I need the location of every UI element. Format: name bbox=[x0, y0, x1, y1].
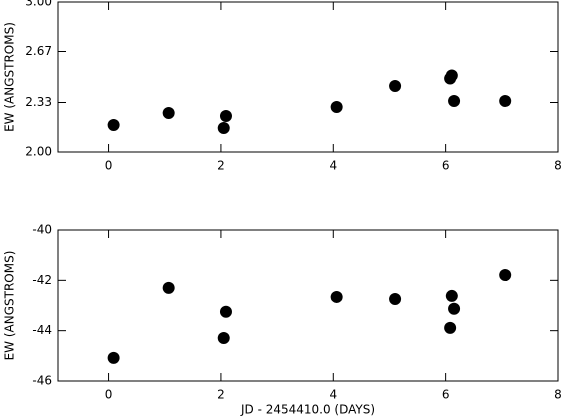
x-tick-label: 0 bbox=[105, 159, 113, 173]
point bbox=[445, 69, 458, 82]
x-tick-label: 8 bbox=[554, 388, 561, 402]
y-axis-label: EW (ANGSTROMS) bbox=[3, 251, 17, 361]
point bbox=[217, 122, 230, 134]
plot-frame bbox=[57, 1, 559, 153]
point bbox=[330, 290, 343, 303]
point bbox=[162, 281, 175, 294]
x-tick-label: 6 bbox=[442, 388, 450, 402]
x-tick-label: 4 bbox=[329, 388, 337, 402]
point bbox=[107, 119, 120, 131]
y-axis-label: EW (ANGSTROMS) bbox=[3, 22, 17, 132]
y-tick-label: -42 bbox=[32, 273, 52, 287]
y-tick-label: 2.33 bbox=[25, 95, 52, 109]
y-tick-label: -40 bbox=[32, 223, 52, 237]
point bbox=[162, 107, 175, 119]
point bbox=[217, 331, 230, 344]
x-tick-label: 4 bbox=[329, 159, 337, 173]
x-tick-label: 8 bbox=[554, 159, 561, 173]
point bbox=[330, 101, 343, 113]
point bbox=[389, 292, 402, 305]
x-tick-label: 0 bbox=[105, 388, 113, 402]
point bbox=[448, 302, 461, 315]
x-tick-label: 6 bbox=[442, 159, 450, 173]
point bbox=[499, 95, 512, 107]
y-tick-label: -46 bbox=[32, 374, 52, 388]
point bbox=[389, 80, 402, 92]
point bbox=[445, 289, 458, 302]
y-tick-label: 3.00 bbox=[25, 0, 52, 9]
point bbox=[448, 95, 461, 107]
plot-frame bbox=[57, 229, 559, 382]
x-tick-label: 2 bbox=[217, 388, 225, 402]
y-tick-label: 2.67 bbox=[25, 44, 52, 58]
point bbox=[499, 269, 512, 282]
point bbox=[219, 110, 232, 122]
x-tick-label: 2 bbox=[217, 159, 225, 173]
x-axis-label: JD - 2454410.0 (DAYS) bbox=[240, 403, 375, 417]
y-tick-label: -44 bbox=[32, 323, 52, 337]
point bbox=[219, 305, 232, 318]
point bbox=[444, 321, 457, 334]
point bbox=[107, 351, 120, 364]
y-tick-label: 2.00 bbox=[25, 145, 52, 159]
